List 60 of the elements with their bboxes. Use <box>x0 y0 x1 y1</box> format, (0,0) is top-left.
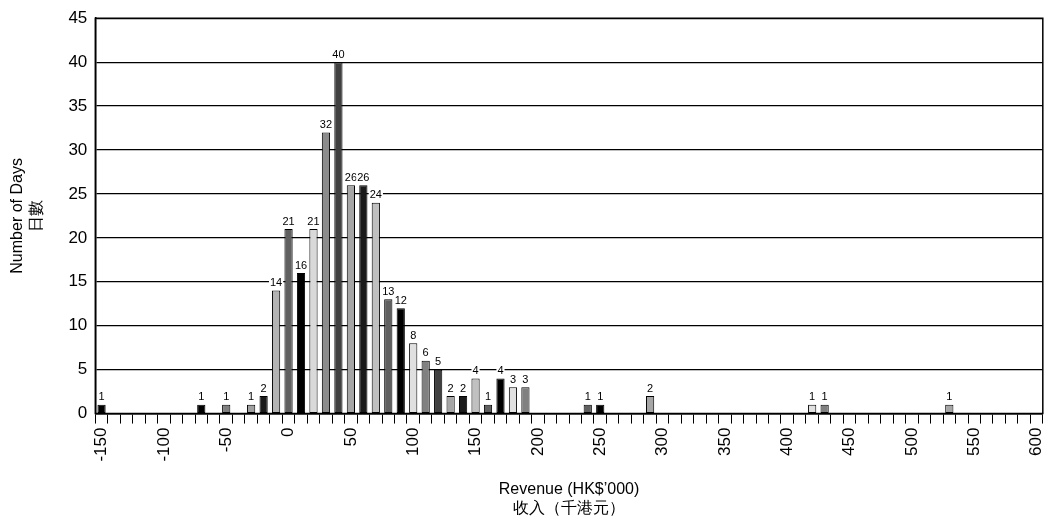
y-tick-label: 20 <box>68 227 88 247</box>
x-tick-label: 200 <box>527 427 547 456</box>
data-label: 1 <box>98 390 105 403</box>
data-label: 1 <box>584 390 591 403</box>
data-label: 3 <box>509 372 517 385</box>
x-tick-label: 600 <box>1026 427 1046 456</box>
data-label: 21 <box>307 214 320 227</box>
x-tick-label: 400 <box>776 427 796 456</box>
data-label: 1 <box>946 390 953 403</box>
y-tick-label: 40 <box>68 51 88 71</box>
y-tick-label: 15 <box>68 271 88 291</box>
data-label: 32 <box>319 117 333 130</box>
data-label: 40 <box>332 47 345 60</box>
y-tick-label: 10 <box>68 315 88 335</box>
data-label: 4 <box>497 363 504 376</box>
data-label: 14 <box>269 276 283 289</box>
data-label: 16 <box>294 258 308 271</box>
x-tick-label: 450 <box>839 427 859 456</box>
y-tick-label: 25 <box>68 183 88 203</box>
data-label: 21 <box>282 214 295 227</box>
x-tick-label: 0 <box>278 427 298 438</box>
x-tick-label: -100 <box>153 427 173 462</box>
y-tick-label: 45 <box>68 7 88 27</box>
data-label: 24 <box>369 188 382 201</box>
data-label: 5 <box>435 355 442 368</box>
data-label: 1 <box>809 390 816 403</box>
data-label: 1 <box>484 390 492 403</box>
data-label: 12 <box>394 293 407 306</box>
data-label: 1 <box>223 390 230 403</box>
data-label: 1 <box>597 390 604 403</box>
data-label: 2 <box>260 381 267 394</box>
data-label: 26 <box>357 170 370 183</box>
y-tick-label: 35 <box>68 95 88 115</box>
x-tick-label: -150 <box>91 427 111 462</box>
data-label: 4 <box>472 363 479 376</box>
x-tick-label: 300 <box>652 427 672 456</box>
data-label: 8 <box>410 328 417 341</box>
x-tick-label: 350 <box>714 427 734 456</box>
data-label: 13 <box>382 284 395 297</box>
data-label: 2 <box>460 381 467 394</box>
x-tick-label: 550 <box>963 427 983 456</box>
x-tick-label: -50 <box>215 427 235 453</box>
data-label: 2 <box>447 381 454 394</box>
y-tick-label: 30 <box>68 139 88 159</box>
x-tick-label: 150 <box>465 427 485 456</box>
data-label: 1 <box>821 390 828 403</box>
x-axis-title: Revenue (HK$’000) 收入（千港元） <box>498 479 640 516</box>
data-label: 1 <box>198 390 205 403</box>
x-tick-label: 100 <box>402 427 422 456</box>
data-label: 26 <box>344 170 358 183</box>
y-axis-title: Number of Days 日數 <box>8 158 45 274</box>
data-label: 2 <box>647 381 654 394</box>
y-tick-label: 5 <box>77 359 88 379</box>
data-label: 1 <box>248 390 255 403</box>
x-tick-label: 50 <box>340 427 360 447</box>
data-label: 6 <box>422 346 429 359</box>
y-tick-label: 0 <box>77 403 88 423</box>
data-label: 3 <box>522 372 529 385</box>
x-tick-label: 500 <box>901 427 921 456</box>
x-tick-label: 250 <box>589 427 609 456</box>
